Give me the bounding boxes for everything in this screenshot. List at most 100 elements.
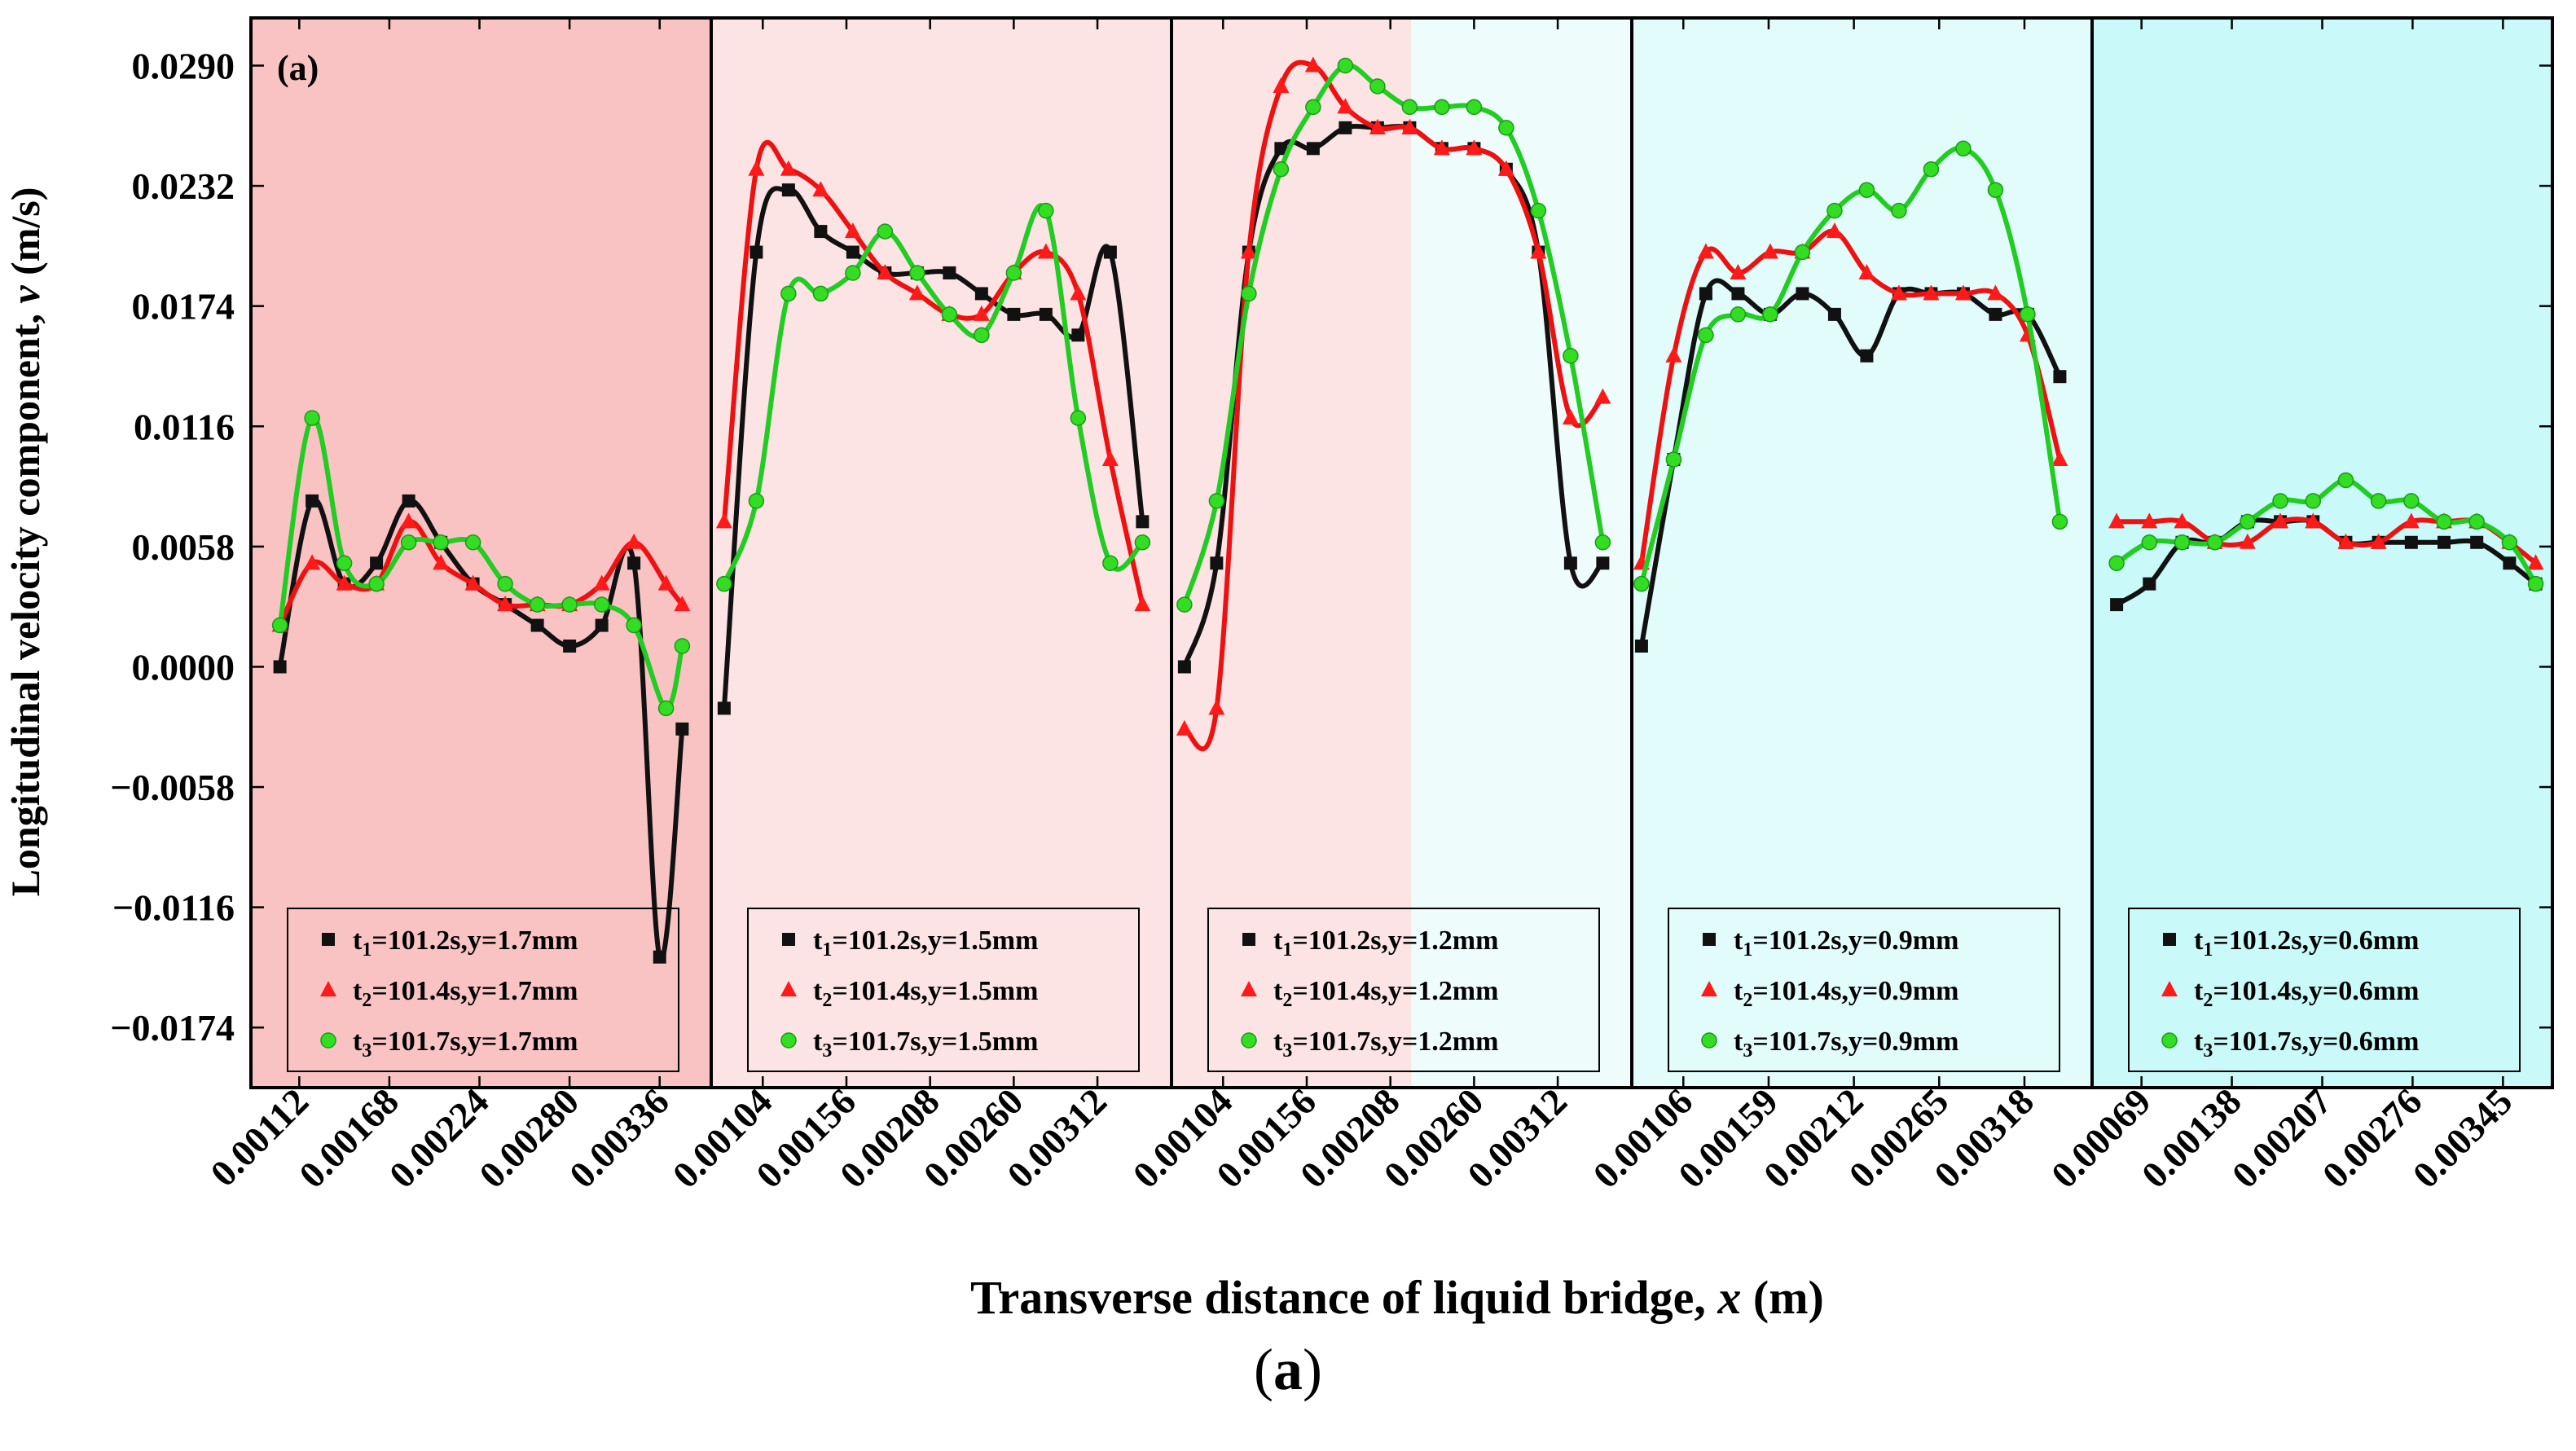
x-tick-label: 0.00112 <box>202 1080 316 1194</box>
data-point-triangle <box>1037 243 1054 259</box>
data-point-circle <box>1176 596 1193 613</box>
data-point-circle <box>2051 513 2068 530</box>
chart-panels: t1=101.2s,y=1.7mm t2=101.4s,y=1.7mm t3=101… <box>202 16 2554 1196</box>
data-point-square <box>1699 287 1712 301</box>
panel-2: t1=101.2s,y=1.5mm t2=101.4s,y=1.5mm t3=101… <box>665 16 1173 1196</box>
legend-entry: t2=101.4s,y=1.5mm <box>813 976 1038 1011</box>
data-point-circle <box>1134 534 1151 551</box>
data-point-circle <box>1730 306 1747 323</box>
fit-curve <box>1638 145 2063 585</box>
data-point-circle <box>593 596 610 613</box>
y-tick-label: 0.0000 <box>132 646 235 688</box>
data-point-triangle <box>1890 284 1907 301</box>
legend-box <box>1207 908 1600 1072</box>
data-point-square <box>750 245 763 259</box>
legend-marker-circle <box>780 1032 797 1049</box>
data-point-triangle <box>1401 118 1418 134</box>
data-point-square <box>2053 370 2067 384</box>
legend-entry: t2=101.4s,y=1.2mm <box>1273 976 1498 1011</box>
data-point-circle <box>433 534 449 551</box>
data-point-square <box>2110 598 2124 612</box>
data-point-circle <box>1923 161 1940 178</box>
data-point-circle <box>812 285 829 302</box>
x-tick-label: 0.00069 <box>2043 1080 2159 1196</box>
data-point-triangle <box>844 222 861 239</box>
x-tick-label: 0.00336 <box>561 1080 677 1196</box>
data-point-circle <box>2305 493 2321 509</box>
data-point-triangle <box>1826 222 1843 239</box>
data-point-circle <box>1530 202 1547 219</box>
data-point-circle <box>1594 534 1611 551</box>
data-point-circle <box>464 534 481 551</box>
data-point-triangle <box>1176 719 1193 736</box>
data-point-triangle <box>1665 346 1682 363</box>
data-point-triangle <box>2141 512 2158 529</box>
data-point-square <box>595 618 609 632</box>
data-point-triangle <box>1530 243 1547 259</box>
legend-marker-square <box>322 933 335 946</box>
data-point-circle <box>974 327 990 344</box>
data-point-triangle <box>2239 533 2256 549</box>
series-3 <box>271 410 691 717</box>
data-point-circle <box>1794 244 1811 261</box>
fit-curve <box>721 186 1145 709</box>
x-tick-label: 0.00345 <box>2405 1080 2521 1196</box>
data-point-circle <box>1005 265 1022 281</box>
data-point-triangle <box>780 160 797 176</box>
data-point-square <box>1210 556 1224 570</box>
data-point-circle <box>845 265 861 281</box>
x-tick-label: 0.00276 <box>2314 1080 2430 1196</box>
data-point-circle <box>626 617 642 634</box>
data-point-circle <box>2272 493 2288 509</box>
data-point-triangle <box>2051 450 2068 466</box>
data-point-square <box>1989 307 2002 321</box>
data-point-square <box>1071 328 1085 342</box>
legend-marker-square <box>782 933 795 946</box>
data-point-square <box>781 183 795 197</box>
x-tick-label: 0.00207 <box>2224 1080 2340 1196</box>
data-point-triangle <box>2108 512 2125 529</box>
data-point-triangle <box>1987 284 2004 301</box>
data-point-triangle <box>877 263 894 279</box>
series-3 <box>2108 472 2544 592</box>
data-point-circle <box>1891 202 1907 219</box>
legend-marker-triangle <box>780 981 797 996</box>
legend-box <box>747 908 1140 1072</box>
data-point-triangle <box>1594 388 1611 404</box>
data-point-circle <box>909 265 925 281</box>
panel-5: t1=101.2s,y=0.6mm t2=101.4s,y=0.6mm t3=101… <box>2043 16 2554 1196</box>
data-point-circle <box>1858 182 1875 198</box>
data-point-square <box>2438 535 2451 549</box>
panel-1: t1=101.2s,y=1.7mm t2=101.4s,y=1.7mm t3=101… <box>202 16 713 1196</box>
data-point-circle <box>400 534 417 551</box>
series-3 <box>1176 57 1611 613</box>
legend-entry: t3=101.7s,y=1.2mm <box>1273 1027 1498 1062</box>
data-point-triangle <box>1240 243 1257 259</box>
data-point-circle <box>1070 410 1087 426</box>
x-tick-label: 0.00224 <box>381 1080 497 1196</box>
data-point-square <box>273 660 287 674</box>
data-point-square <box>2470 535 2484 549</box>
data-point-triangle <box>748 160 765 176</box>
data-point-circle <box>2468 513 2485 530</box>
data-point-triangle <box>464 574 481 591</box>
data-point-triangle <box>1858 263 1875 279</box>
series-3 <box>1633 140 2068 592</box>
data-point-circle <box>1305 99 1321 116</box>
panel-3: t1=101.2s,y=1.2mm t2=101.4s,y=1.2mm t3=101… <box>1125 16 1633 1196</box>
data-point-circle <box>1987 182 2004 198</box>
legend: t1=101.2s,y=0.9mm t2=101.4s,y=0.9mm t3=101… <box>1668 908 2060 1072</box>
data-point-triangle <box>973 305 990 321</box>
data-point-square <box>2404 535 2418 549</box>
legend-entry: t2=101.4s,y=0.6mm <box>2194 976 2419 1011</box>
data-point-square <box>1596 556 1610 570</box>
legend-marker-circle <box>1241 1032 1257 1049</box>
legend-box <box>1668 908 2060 1072</box>
data-point-circle <box>304 410 320 426</box>
data-point-triangle <box>674 596 691 612</box>
data-point-circle <box>1498 120 1514 136</box>
data-point-circle <box>1563 348 1579 364</box>
y-axis-label: Longitudinal velocity component, v (m/s) <box>2 187 48 897</box>
data-point-triangle <box>2337 533 2354 549</box>
data-point-circle <box>1337 57 1354 74</box>
